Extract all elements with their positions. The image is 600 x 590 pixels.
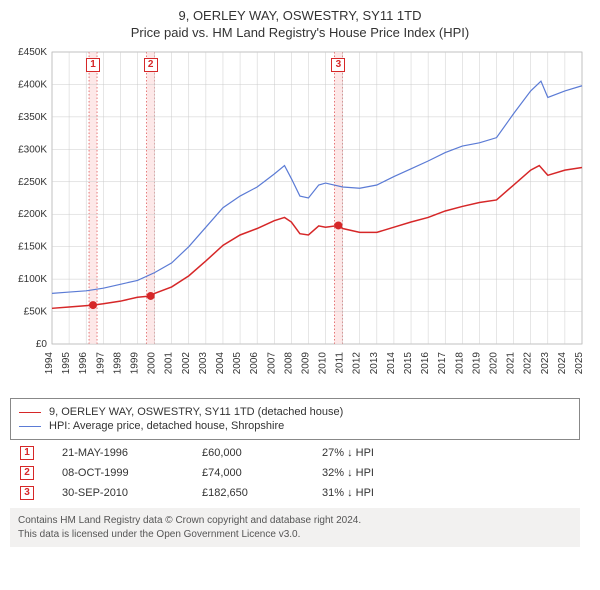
svg-text:2002: 2002 <box>181 352 192 375</box>
event-row: 3 30-SEP-2010£182,65031% ↓ HPI <box>20 486 590 500</box>
svg-text:2006: 2006 <box>249 352 260 375</box>
event-marker: 3 <box>20 486 34 500</box>
chart-container: 9, OERLEY WAY, OSWESTRY, SY11 1TD Price … <box>0 0 600 557</box>
svg-text:£200K: £200K <box>18 209 47 220</box>
chart-title-address: 9, OERLEY WAY, OSWESTRY, SY11 1TD <box>10 8 590 23</box>
event-price: £74,000 <box>202 467 322 479</box>
svg-text:1998: 1998 <box>112 352 123 375</box>
svg-text:2008: 2008 <box>283 352 294 375</box>
svg-text:£350K: £350K <box>18 112 47 123</box>
svg-text:2020: 2020 <box>489 352 500 375</box>
svg-text:2023: 2023 <box>540 352 551 375</box>
svg-text:2001: 2001 <box>164 352 175 375</box>
svg-text:1997: 1997 <box>95 352 106 375</box>
chart-svg: £0 £50K £100K £150K £200K £250K £300K £350K £400… <box>10 48 590 388</box>
svg-text:2005: 2005 <box>232 352 243 375</box>
svg-text:2024: 2024 <box>557 352 568 375</box>
footer-attribution: Contains HM Land Registry data © Crown c… <box>10 508 580 547</box>
svg-text:£300K: £300K <box>18 144 47 155</box>
event-date: 08-OCT-1999 <box>62 467 202 479</box>
svg-text:£150K: £150K <box>18 242 47 253</box>
legend-row: 9, OERLEY WAY, OSWESTRY, SY11 1TD (detac… <box>19 405 571 419</box>
svg-text:2019: 2019 <box>471 352 482 375</box>
svg-text:1994: 1994 <box>44 352 55 375</box>
chart-event-marker: 3 <box>331 58 345 72</box>
legend-swatch <box>19 426 41 427</box>
legend-row: HPI: Average price, detached house, Shro… <box>19 419 571 433</box>
chart-title-desc: Price paid vs. HM Land Registry's House … <box>10 25 590 40</box>
svg-text:2014: 2014 <box>386 352 397 375</box>
svg-text:2009: 2009 <box>300 352 311 375</box>
chart-event-marker: 2 <box>144 58 158 72</box>
event-delta: 27% ↓ HPI <box>322 447 374 459</box>
svg-text:2018: 2018 <box>454 352 465 375</box>
plot-area: £0 £50K £100K £150K £200K £250K £300K £350K £400… <box>10 48 590 388</box>
event-price: £60,000 <box>202 447 322 459</box>
svg-text:2003: 2003 <box>198 352 209 375</box>
svg-text:2007: 2007 <box>266 352 277 375</box>
event-price: £182,650 <box>202 487 322 499</box>
svg-text:1995: 1995 <box>61 352 72 375</box>
svg-text:2011: 2011 <box>335 352 346 374</box>
chart-event-marker: 1 <box>86 58 100 72</box>
legend-label: HPI: Average price, detached house, Shro… <box>49 420 284 432</box>
svg-text:2013: 2013 <box>369 352 380 375</box>
event-row: 2 08-OCT-1999£74,00032% ↓ HPI <box>20 466 590 480</box>
legend-label: 9, OERLEY WAY, OSWESTRY, SY11 1TD (detac… <box>49 406 343 418</box>
svg-text:2015: 2015 <box>403 352 414 375</box>
svg-text:£50K: £50K <box>24 307 48 318</box>
event-delta: 31% ↓ HPI <box>322 487 374 499</box>
svg-text:2012: 2012 <box>352 352 363 375</box>
svg-text:2021: 2021 <box>506 352 517 375</box>
svg-text:2010: 2010 <box>318 352 329 375</box>
event-date: 30-SEP-2010 <box>62 487 202 499</box>
svg-text:2000: 2000 <box>147 352 158 375</box>
svg-text:2016: 2016 <box>420 352 431 375</box>
svg-text:2025: 2025 <box>574 352 585 375</box>
svg-text:£0: £0 <box>36 339 48 350</box>
svg-text:2017: 2017 <box>437 352 448 375</box>
svg-text:£100K: £100K <box>18 274 47 285</box>
event-date: 21-MAY-1996 <box>62 447 202 459</box>
legend-swatch <box>19 412 41 413</box>
footer-line2: This data is licensed under the Open Gov… <box>18 528 572 542</box>
svg-text:1999: 1999 <box>129 352 140 375</box>
legend-box: 9, OERLEY WAY, OSWESTRY, SY11 1TD (detac… <box>10 398 580 440</box>
svg-text:£450K: £450K <box>18 48 47 58</box>
svg-text:2004: 2004 <box>215 352 226 375</box>
event-marker: 2 <box>20 466 34 480</box>
svg-text:1996: 1996 <box>78 352 89 375</box>
svg-text:£250K: £250K <box>18 177 47 188</box>
event-table: 1 21-MAY-1996£60,00027% ↓ HPI 2 08-OCT-1999… <box>10 446 590 500</box>
svg-text:2022: 2022 <box>523 352 534 375</box>
svg-text:£400K: £400K <box>18 79 47 90</box>
footer-line1: Contains HM Land Registry data © Crown c… <box>18 514 572 528</box>
event-row: 1 21-MAY-1996£60,00027% ↓ HPI <box>20 446 590 460</box>
event-marker: 1 <box>20 446 34 460</box>
event-delta: 32% ↓ HPI <box>322 467 374 479</box>
